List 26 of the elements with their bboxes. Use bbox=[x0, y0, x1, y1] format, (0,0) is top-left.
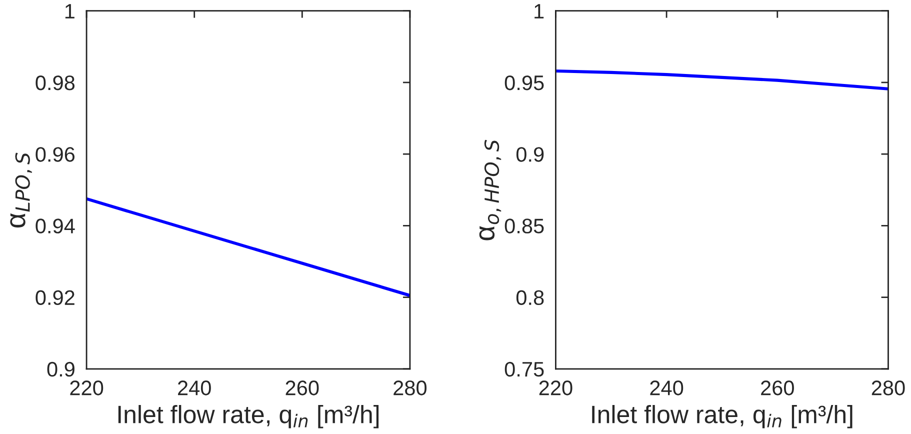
y-axis-title: α$_{LPO,S}$ bbox=[10, 152, 32, 228]
y-tick-label: 0.85 bbox=[504, 218, 544, 234]
line-series bbox=[86, 197, 410, 298]
line-series bbox=[556, 69, 888, 90]
y-tick-label: 0.96 bbox=[36, 147, 75, 162]
x-tick-label: 220 bbox=[539, 380, 572, 396]
y-tick-label: 0.75 bbox=[504, 362, 544, 377]
x-tick-label: 280 bbox=[872, 380, 905, 396]
y-tick-label: 0.92 bbox=[36, 290, 74, 306]
x-axis-title: Inlet flow rate, q$_{in}$ [m³/h] bbox=[592, 404, 852, 428]
y-tick-label: 1 bbox=[65, 4, 74, 18]
y-tick-label: 0.94 bbox=[36, 218, 75, 234]
x-tick-label: 280 bbox=[394, 380, 427, 396]
x-tick-label: 240 bbox=[178, 380, 211, 396]
y-tick-label: 0.95 bbox=[504, 75, 544, 90]
x-tick-label: 240 bbox=[650, 380, 684, 396]
y-axis-title: α$_{o,HPO,S}$ bbox=[479, 140, 502, 240]
y-tick-label: 0.9 bbox=[516, 147, 544, 162]
x-tick-label: 220 bbox=[70, 380, 104, 396]
y-tick-label: 0.8 bbox=[516, 290, 544, 306]
y-tick-label: 0.98 bbox=[36, 75, 75, 90]
y-tick-label: 1 bbox=[534, 4, 544, 18]
x-axis-title: Inlet flow rate, q$_{in}$ [m³/h] bbox=[118, 404, 379, 428]
x-tick-label: 260 bbox=[286, 380, 319, 396]
y-tick-label: 0.9 bbox=[47, 362, 74, 377]
x-tick-label: 260 bbox=[761, 380, 794, 396]
